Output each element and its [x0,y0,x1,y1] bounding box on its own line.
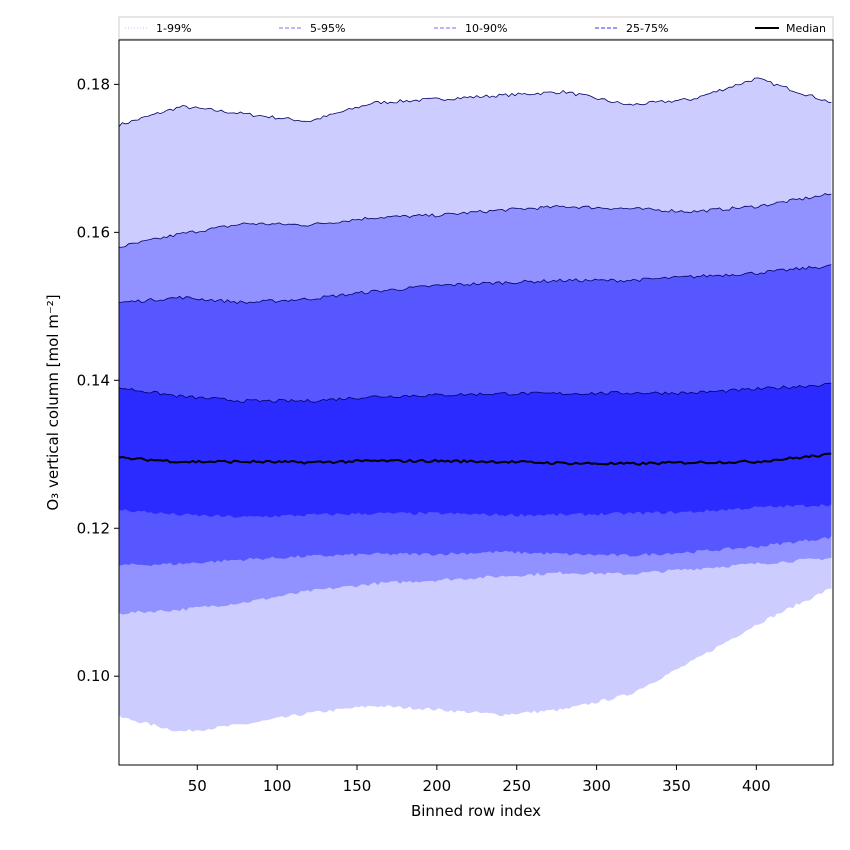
legend-label-1-99%: 1-99% [156,22,191,35]
y-tick-label: 0.14 [77,371,110,389]
x-axis-label: Binned row index [411,802,541,820]
y-tick-label: 0.18 [77,75,110,93]
y-tick-label: 0.16 [77,223,110,241]
y-axis-label: O₃ vertical column [mol m⁻²] [44,294,62,510]
legend-label-25-75%: 25-75% [626,22,668,35]
y-axis: 0.10 0.12 0.14 0.16 0.18 [77,75,119,685]
x-tick-label: 250 [502,777,531,795]
legend-box [118,16,834,40]
median-series [118,452,832,466]
legend: 1-99% 5-95% 10-90% 25-75% Median [118,16,834,40]
x-tick-label: 100 [263,777,292,795]
legend-label-10-90%: 10-90% [465,22,507,35]
band-10-90%-upper-edge [118,264,832,304]
x-tick-label: 200 [423,777,452,795]
plot-frame [118,39,834,766]
y-tick-label: 0.10 [77,667,110,685]
legend-label-5-95%: 5-95% [310,22,345,35]
x-tick-label: 150 [343,777,372,795]
x-axis: 50 100 150 200 250 300 350 400 [188,765,771,795]
band-25-75% [119,383,832,518]
y-tick-label: 0.12 [77,519,110,537]
band-1-99%-upper-edge [118,77,832,127]
legend-label-Median: Median [786,22,826,35]
band-5-95%-upper-edge [118,193,832,248]
x-tick-label: 300 [582,777,611,795]
confidence-bands [118,77,832,732]
median-line [118,452,832,466]
x-tick-label: 50 [188,777,207,795]
band-25-75%-upper-edge [118,382,832,403]
x-tick-label: 400 [742,777,771,795]
x-tick-label: 350 [662,777,691,795]
